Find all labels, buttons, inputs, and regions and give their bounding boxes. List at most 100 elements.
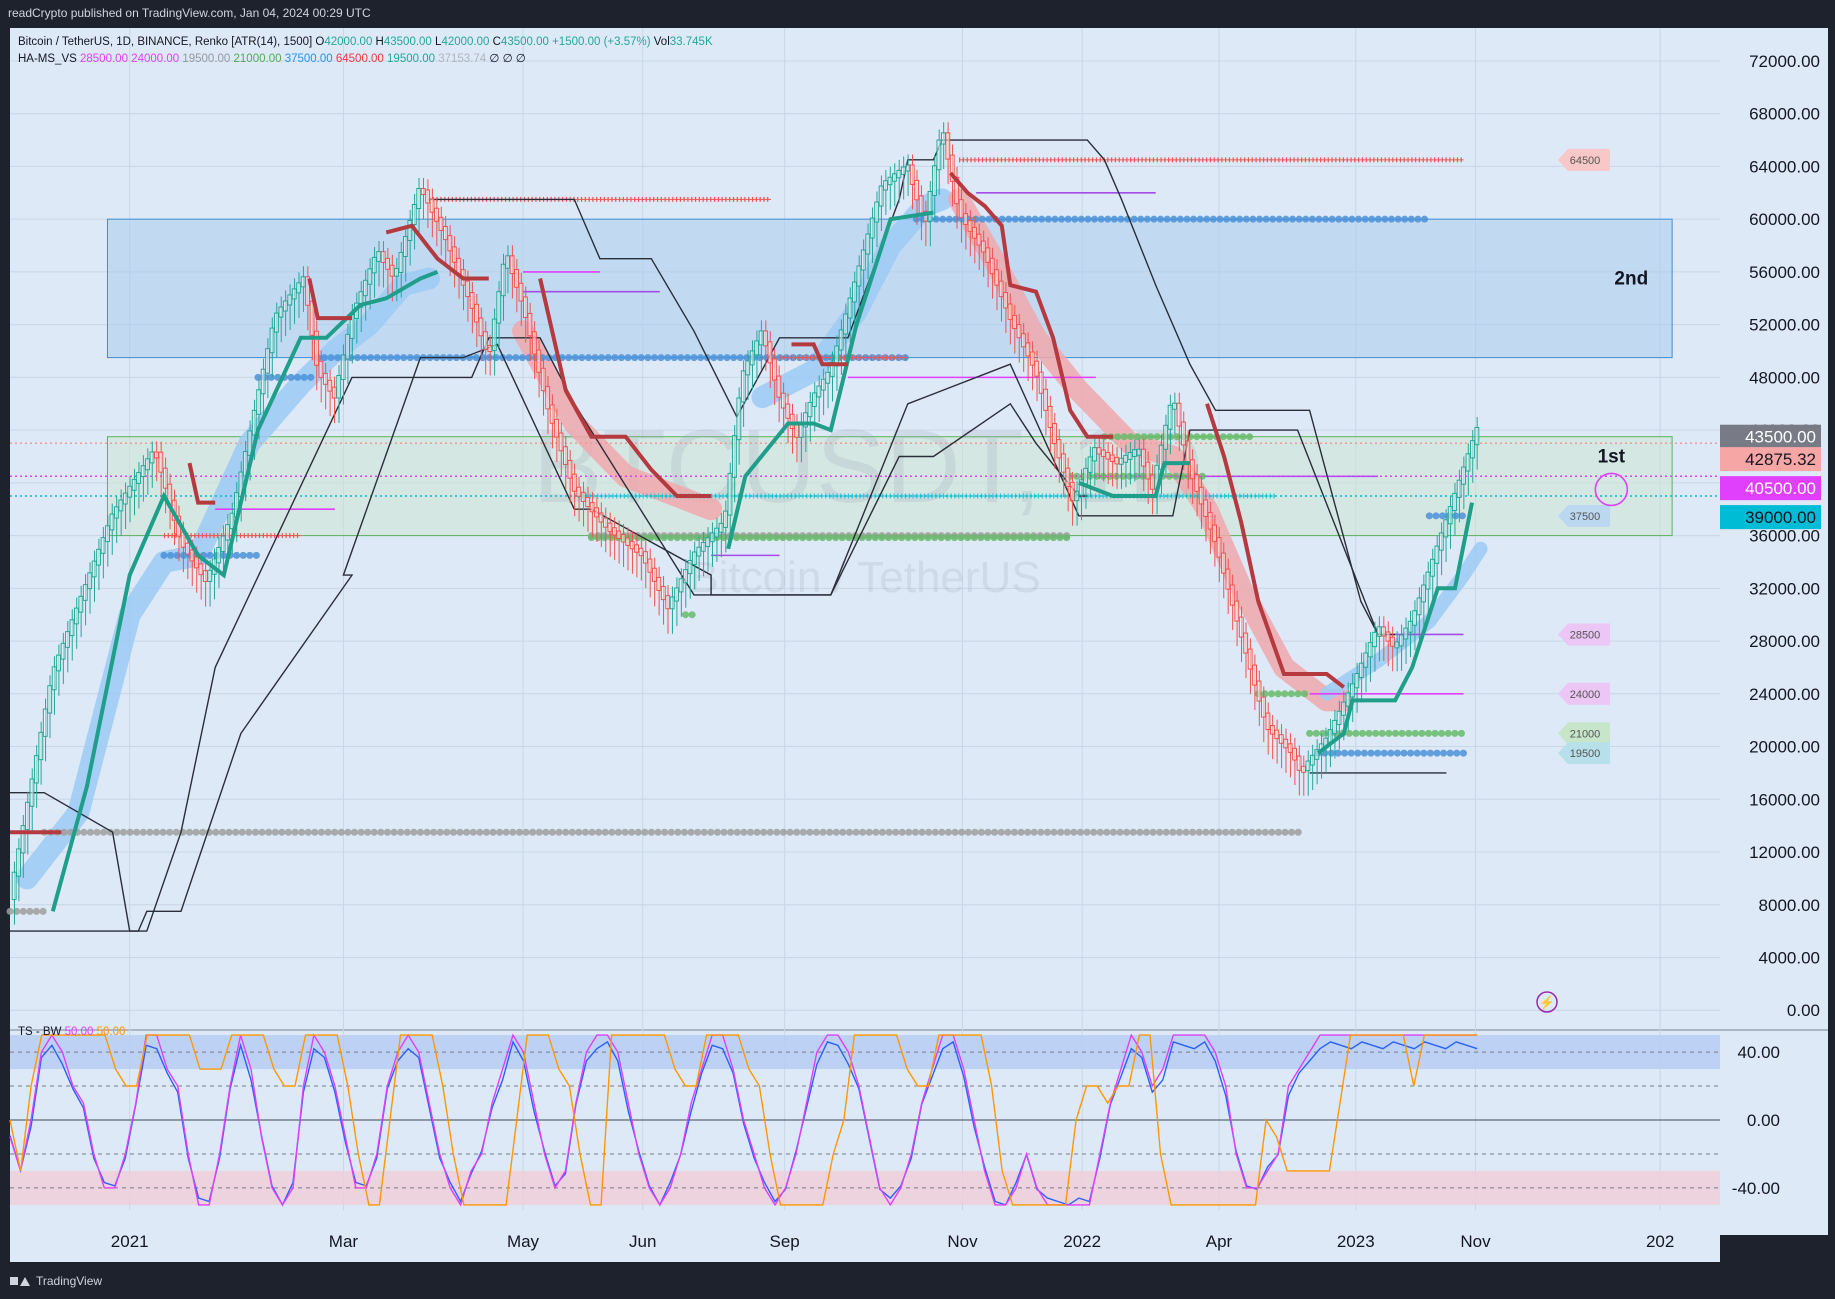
- renko-brick[interactable]: [420, 187, 426, 195]
- renko-brick[interactable]: [523, 296, 528, 318]
- renko-brick[interactable]: [1114, 456, 1120, 465]
- renko-brick[interactable]: [220, 535, 226, 552]
- renko-brick[interactable]: [416, 187, 422, 209]
- renko-brick[interactable]: [714, 527, 720, 538]
- renko-brick[interactable]: [531, 331, 537, 355]
- renko-brick[interactable]: [589, 502, 595, 513]
- renko-brick[interactable]: [1141, 448, 1146, 467]
- renko-brick[interactable]: [878, 185, 884, 207]
- renko-brick[interactable]: [1269, 725, 1275, 735]
- renko-brick[interactable]: [998, 280, 1004, 298]
- renko-brick[interactable]: [122, 492, 128, 505]
- renko-brick[interactable]: [198, 563, 204, 576]
- renko-brick[interactable]: [47, 685, 53, 714]
- renko-brick[interactable]: [1389, 636, 1395, 647]
- renko-brick[interactable]: [669, 596, 675, 610]
- renko-brick[interactable]: [660, 585, 666, 601]
- renko-brick[interactable]: [1181, 421, 1186, 446]
- renko-brick[interactable]: [87, 572, 93, 590]
- renko-brick[interactable]: [282, 300, 288, 312]
- renko-brick[interactable]: [73, 607, 79, 625]
- renko-brick[interactable]: [789, 413, 795, 430]
- renko-brick[interactable]: [398, 251, 404, 273]
- renko-brick[interactable]: [1034, 360, 1040, 377]
- renko-brick[interactable]: [1172, 402, 1177, 410]
- renko-brick[interactable]: [1314, 749, 1320, 760]
- renko-brick[interactable]: [825, 371, 831, 384]
- renko-brick[interactable]: [1354, 672, 1360, 689]
- renko-brick[interactable]: [994, 269, 1000, 286]
- renko-brick[interactable]: [1203, 499, 1209, 517]
- renko-brick[interactable]: [887, 176, 893, 186]
- renko-brick[interactable]: [1105, 452, 1111, 460]
- renko-brick[interactable]: [1029, 351, 1035, 366]
- renko-brick[interactable]: [611, 527, 617, 536]
- renko-brick[interactable]: [149, 451, 155, 464]
- renko-brick[interactable]: [411, 203, 417, 225]
- renko-brick[interactable]: [700, 541, 706, 552]
- renko-brick[interactable]: [389, 264, 395, 277]
- renko-brick[interactable]: [758, 330, 764, 346]
- renko-brick[interactable]: [189, 549, 195, 562]
- renko-brick[interactable]: [651, 567, 657, 582]
- renko-brick[interactable]: [989, 257, 995, 275]
- renko-brick[interactable]: [1252, 664, 1258, 686]
- renko-brick[interactable]: [407, 219, 413, 241]
- renko-brick[interactable]: [274, 312, 279, 333]
- renko-brick[interactable]: [260, 368, 266, 395]
- renko-brick[interactable]: [1149, 474, 1155, 490]
- renko-brick[interactable]: [1341, 701, 1346, 716]
- renko-brick[interactable]: [580, 491, 586, 502]
- renko-brick[interactable]: [1367, 642, 1373, 658]
- renko-brick[interactable]: [1007, 303, 1013, 320]
- renko-brick[interactable]: [158, 451, 164, 473]
- renko-brick[interactable]: [314, 330, 319, 366]
- renko-brick[interactable]: [1452, 492, 1458, 512]
- renko-brick[interactable]: [723, 510, 728, 528]
- renko-brick[interactable]: [932, 165, 937, 196]
- renko-brick[interactable]: [331, 386, 337, 399]
- renko-brick[interactable]: [549, 404, 555, 424]
- renko-brick[interactable]: [362, 279, 368, 297]
- renko-brick[interactable]: [727, 472, 733, 516]
- renko-brick[interactable]: [465, 280, 471, 298]
- renko-brick[interactable]: [554, 418, 559, 438]
- renko-brick[interactable]: [229, 512, 235, 530]
- renko-brick[interactable]: [500, 263, 506, 297]
- renko-brick[interactable]: [527, 312, 533, 337]
- renko-brick[interactable]: [594, 507, 599, 518]
- renko-brick[interactable]: [718, 522, 724, 533]
- renko-brick[interactable]: [518, 282, 524, 302]
- renko-brick[interactable]: [1185, 440, 1191, 465]
- renko-brick[interactable]: [265, 348, 270, 374]
- renko-brick[interactable]: [153, 451, 159, 459]
- renko-brick[interactable]: [1412, 610, 1418, 626]
- renko-brick[interactable]: [1238, 616, 1244, 638]
- renko-brick[interactable]: [1438, 532, 1444, 551]
- renko-brick[interactable]: [585, 496, 591, 508]
- renko-brick[interactable]: [780, 392, 786, 409]
- renko-brick[interactable]: [1043, 388, 1049, 411]
- renko-brick[interactable]: [1434, 545, 1440, 564]
- renko-brick[interactable]: [603, 517, 608, 528]
- renko-brick[interactable]: [771, 358, 777, 381]
- renko-brick[interactable]: [51, 666, 57, 691]
- renko-brick[interactable]: [665, 595, 671, 610]
- renko-brick[interactable]: [936, 139, 942, 171]
- renko-brick[interactable]: [60, 642, 66, 660]
- renko-brick[interactable]: [202, 570, 208, 583]
- renko-brick[interactable]: [709, 532, 715, 543]
- renko-brick[interactable]: [482, 331, 488, 350]
- renko-brick[interactable]: [1189, 459, 1195, 480]
- renko-brick[interactable]: [1287, 743, 1293, 753]
- renko-brick[interactable]: [1465, 453, 1471, 472]
- renko-brick[interactable]: [678, 578, 684, 593]
- renko-brick[interactable]: [269, 327, 275, 354]
- renko-brick[interactable]: [1336, 710, 1342, 725]
- renko-brick[interactable]: [1074, 490, 1080, 502]
- renko-brick[interactable]: [896, 169, 902, 179]
- renko-brick[interactable]: [967, 219, 973, 232]
- renko-brick[interactable]: [763, 330, 768, 347]
- renko-brick[interactable]: [860, 249, 866, 271]
